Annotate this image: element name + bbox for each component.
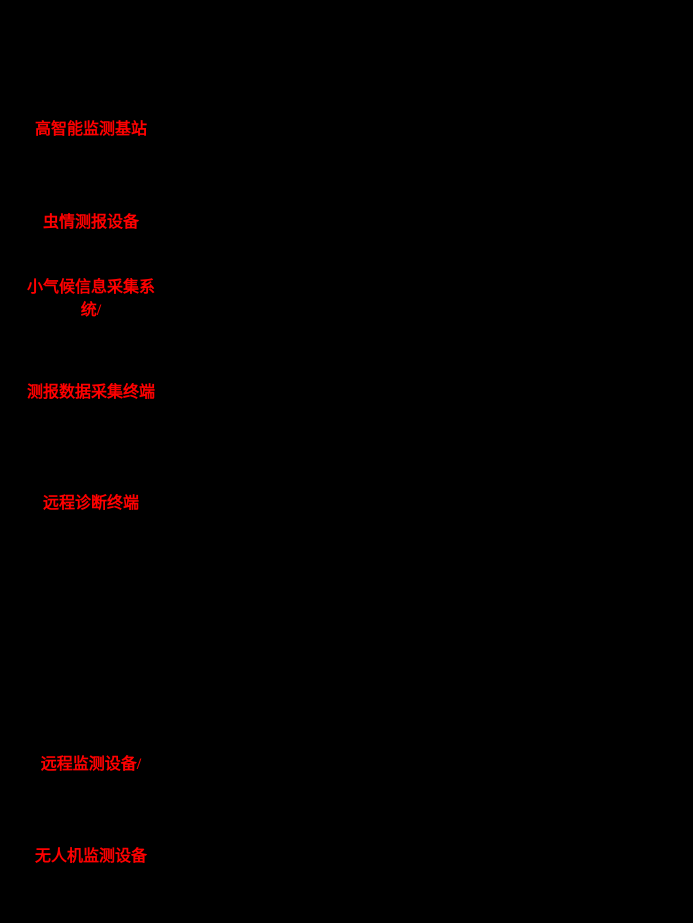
- label-remote: 远程监测设备/: [22, 753, 160, 776]
- page: 高智能监测基站 虫情测报设备 小气候信息采集系统/ 测报数据采集终端 远程诊断终…: [0, 0, 693, 923]
- label-diagnosis: 远程诊断终端: [22, 492, 160, 515]
- label-climate: 小气候信息采集系统/: [22, 276, 160, 322]
- label-terminal: 测报数据采集终端: [22, 381, 160, 404]
- label-station: 高智能监测基站: [22, 118, 160, 141]
- label-pest: 虫情测报设备: [22, 211, 160, 234]
- label-drone: 无人机监测设备: [22, 845, 160, 868]
